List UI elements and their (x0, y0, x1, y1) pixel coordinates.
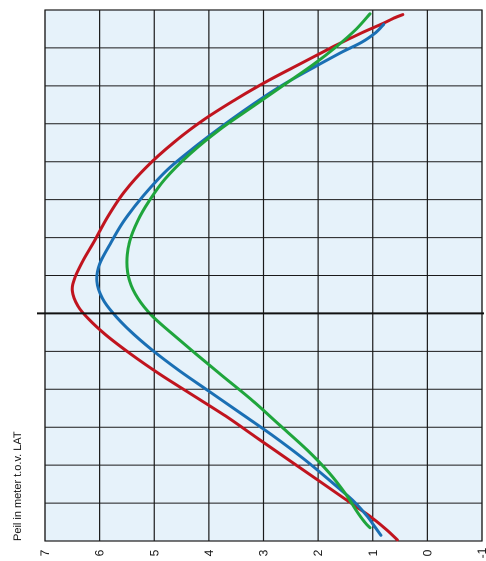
y-tick-label: 6 (93, 549, 107, 556)
y-tick-labels: 7 6 5 4 3 2 1 0 -1 (38, 547, 486, 558)
series-lines (70, 12, 405, 542)
grid (44, 9, 483, 542)
y-axis-label: Peil in meter t.o.v. LAT (12, 431, 24, 541)
y-tick-label: 3 (257, 549, 271, 556)
series-line-1 (70, 13, 405, 542)
y-tick-label: 7 (38, 549, 52, 556)
y-tick-label: 4 (202, 549, 216, 556)
y-tick-label: 2 (311, 549, 325, 556)
series-line-3 (125, 12, 372, 530)
y-tick-label: 1 (366, 549, 380, 556)
y-tick-label: 5 (147, 549, 161, 556)
y-tick-label: 0 (420, 549, 434, 556)
y-tick-label: -1 (475, 547, 486, 558)
